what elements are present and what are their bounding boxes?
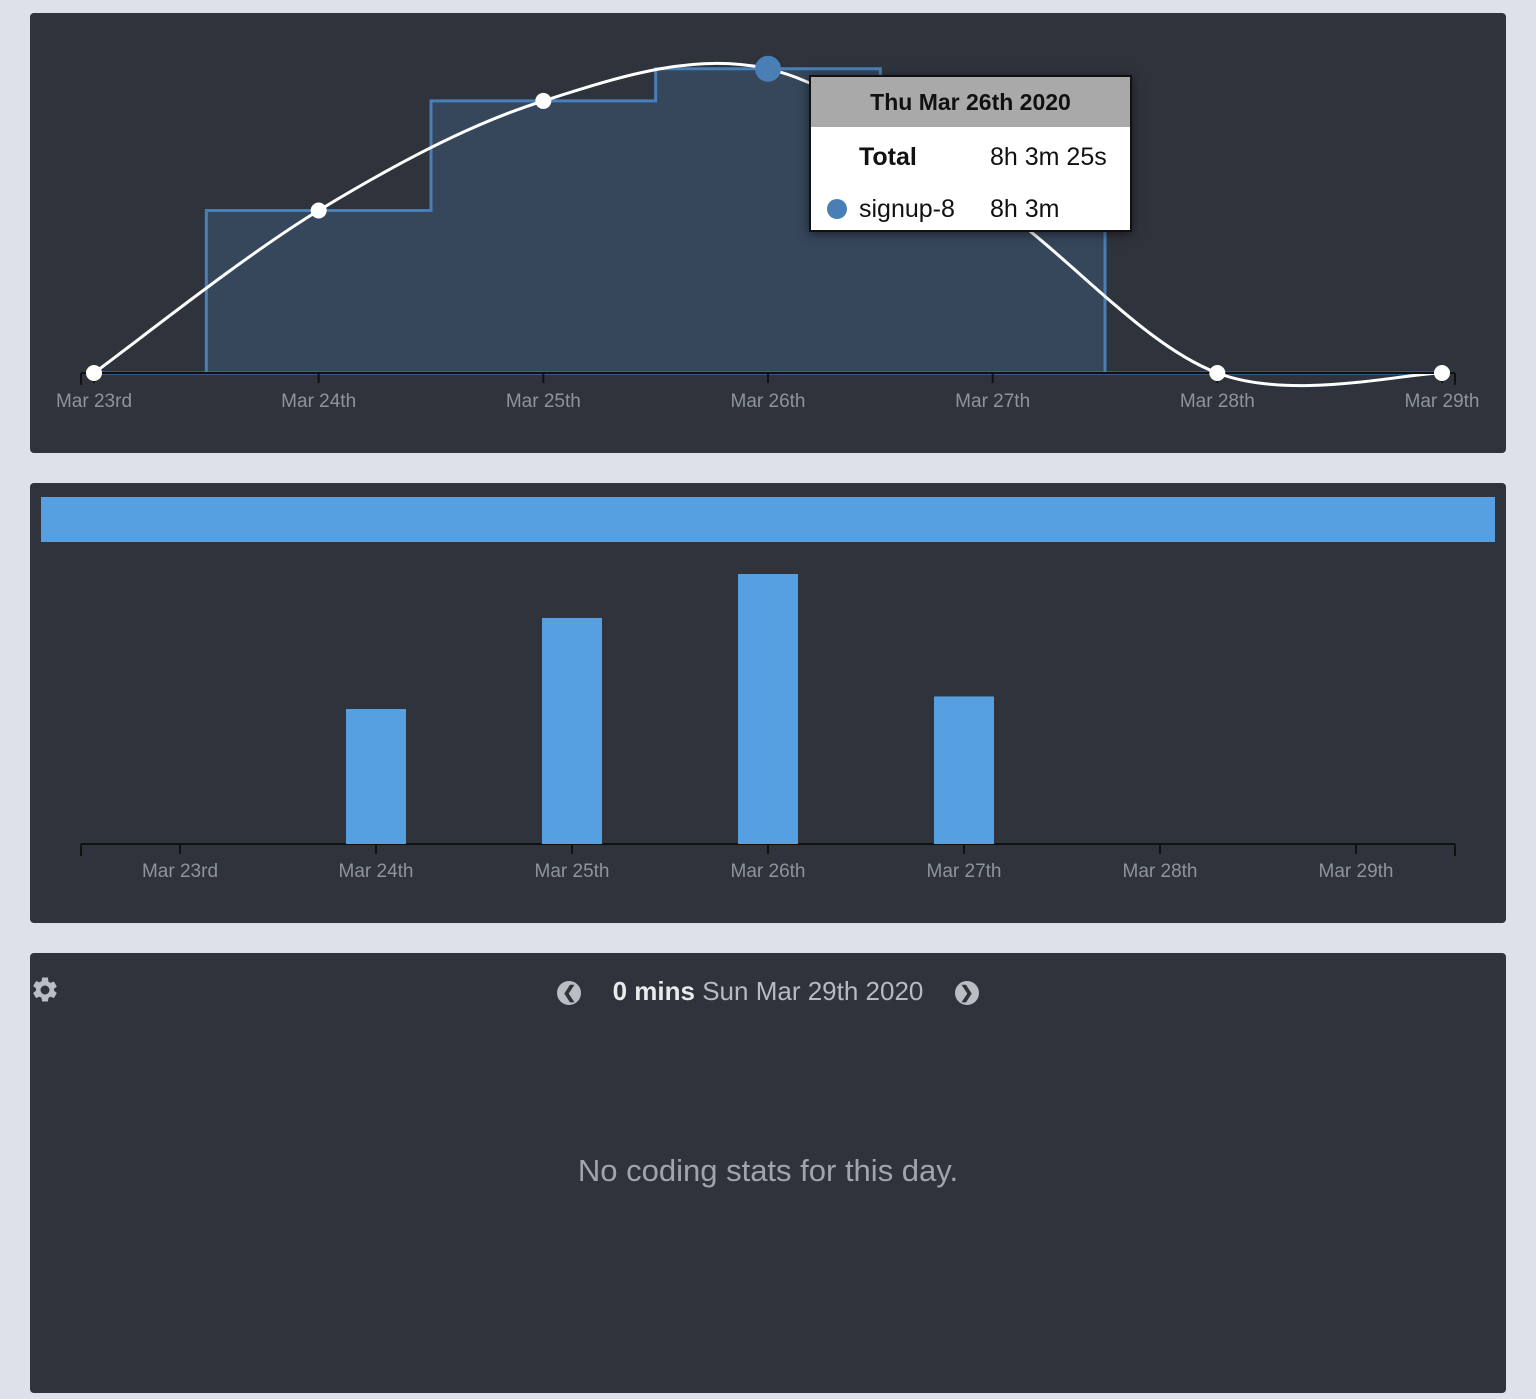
bar[interactable] [934,696,994,844]
chevron-right-icon[interactable]: ❯ [954,981,979,1006]
daily-bar-chart: Mar 23rd Mar 24th Mar 25th Mar 26th Mar 27th… [80,574,1456,882]
x-tick-label: Mar 28th [1123,861,1198,882]
tooltip-total-value: 8h 3m 25s [990,143,1107,171]
daily-bar-chart-panel: Mar 23rd Mar 24th Mar 25th Mar 26th Mar 27th… [30,483,1506,923]
data-point[interactable] [1209,365,1226,381]
x-tick-label: Mar 27th [955,391,1030,412]
x-tick-label: Mar 26th [731,861,806,882]
tooltip-title: Thu Mar 26th 2020 [811,77,1130,127]
bar-chart-header-strip [41,497,1495,542]
tooltip-series-name: signup-8 [859,195,955,223]
bar[interactable] [738,574,798,844]
bar[interactable] [542,617,602,844]
bar[interactable] [346,709,406,844]
x-tick-label: Mar 25th [506,391,581,412]
x-tick-label: Mar 27th [927,861,1002,882]
x-tick-label: Mar 23rd [56,391,132,412]
x-tick-label: Mar 23rd [142,861,218,882]
x-tick-label: Mar 24th [339,861,414,882]
series-step-area [94,67,1442,375]
x-tick-label: Mar 29th [1405,391,1480,412]
gear-icon[interactable] [30,975,60,1005]
x-tick-label: Mar 26th [731,391,806,412]
day-total: 0 mins [612,976,695,1006]
data-point[interactable] [86,365,102,381]
timeline-chart: Mar 23rd Mar 24th Mar 25th Mar 26th Mar 27th… [56,55,1480,412]
data-point[interactable] [535,92,552,109]
tooltip-total-label: Total [859,143,917,171]
day-date: Sun Mar 29th 2020 [702,976,924,1006]
chevron-left-icon[interactable]: ❮ [557,981,582,1006]
chart-tooltip: Thu Mar 26th 2020 Total 8h 3m 25s signup… [809,75,1132,232]
x-tick-label: Mar 29th [1319,861,1394,882]
active-data-point[interactable] [755,55,781,82]
tooltip-series-swatch [827,199,847,219]
data-point[interactable] [1434,365,1450,381]
x-tick-label: Mar 28th [1180,391,1255,412]
timeline-chart-panel: Mar 23rd Mar 24th Mar 25th Mar 26th Mar 27th… [30,13,1506,453]
tooltip-series-value: 8h 3m [990,195,1060,223]
day-detail-panel: ❮ 0 mins Sun Mar 29th 2020 ❯ No coding s… [30,953,1506,1393]
empty-state-message: No coding stats for this day. [577,1153,959,1188]
day-navigation: ❮ 0 mins Sun Mar 29th 2020 ❯ [30,971,1506,1011]
x-tick-label: Mar 24th [281,391,356,412]
data-point[interactable] [310,202,327,219]
x-tick-label: Mar 25th [535,861,610,882]
